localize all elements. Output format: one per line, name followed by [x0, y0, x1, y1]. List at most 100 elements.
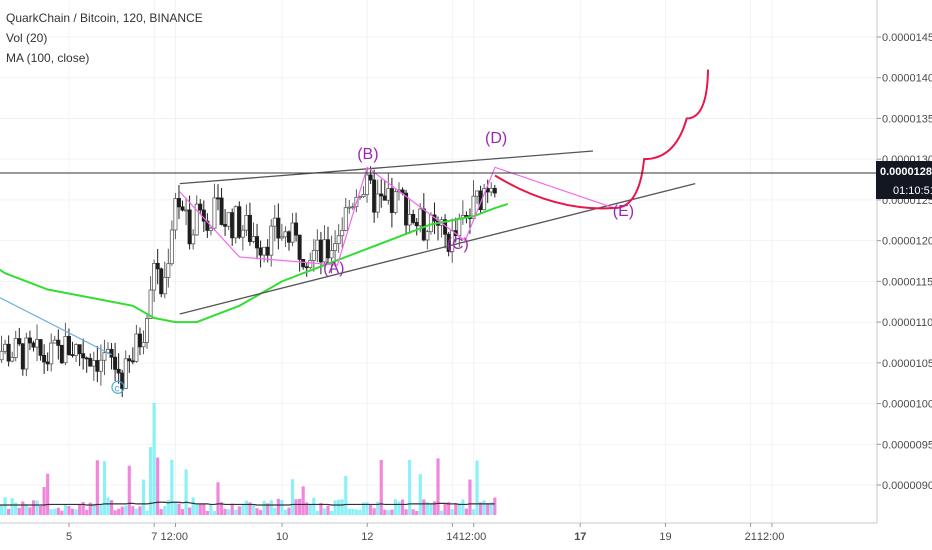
- candle-body: [318, 239, 323, 263]
- candle-body: [159, 268, 164, 295]
- volume-bar: [312, 497, 316, 515]
- candle-body: [166, 263, 171, 278]
- volume-bar: [131, 506, 135, 515]
- volume-bars: [0, 403, 497, 515]
- time-axis[interactable]: 5 7 12:00 10 12 14 12:00 17 19 21 12:00: [66, 523, 784, 543]
- candle-body: [27, 337, 32, 344]
- volume-bar: [376, 501, 380, 515]
- volume-bar: [308, 504, 312, 515]
- last-price-box: [876, 161, 932, 181]
- candle-body: [340, 230, 345, 237]
- countdown-value: 01:10:51: [893, 185, 932, 197]
- volume-bar: [276, 498, 280, 515]
- candle-body: [6, 343, 11, 362]
- volume-bar: [493, 497, 497, 515]
- volume-bar: [383, 509, 387, 515]
- volume-bar: [173, 503, 178, 515]
- volume-bar: [422, 499, 426, 515]
- candle-body: [191, 234, 196, 245]
- volume-bar: [17, 507, 21, 515]
- x-tick-label: 14: [446, 531, 458, 543]
- price-axis[interactable]: 0.000014500.000014000.000013500.00001300…: [877, 32, 932, 492]
- candle-body: [361, 194, 366, 198]
- candle-body: [10, 356, 15, 362]
- candle-body: [208, 227, 213, 231]
- volume-bar: [202, 504, 206, 515]
- candle-body: [265, 246, 270, 256]
- candle-body: [0, 350, 4, 361]
- candle-body: [464, 215, 469, 217]
- candle-body: [404, 192, 409, 226]
- candle-body: [176, 198, 181, 208]
- volume-bar: [287, 507, 291, 515]
- candle-body: [272, 217, 277, 227]
- volume-bar: [117, 508, 121, 515]
- candle-body: [219, 197, 224, 225]
- candle-body: [379, 193, 384, 197]
- x-tick-label: 12:00: [161, 531, 189, 543]
- ma-indicator-label[interactable]: MA (100, close): [6, 51, 90, 65]
- candle-body: [70, 354, 75, 357]
- candle-body: [42, 354, 47, 363]
- volume-bar: [319, 502, 323, 515]
- volume-bar: [28, 507, 32, 515]
- volume-bar: [386, 510, 390, 515]
- volume-bar: [88, 502, 92, 515]
- candle-body: [244, 214, 249, 231]
- volume-bar: [156, 457, 160, 515]
- volume-bar: [184, 469, 188, 515]
- candle-body: [98, 359, 103, 372]
- candle-body: [63, 336, 68, 364]
- volume-indicator-label[interactable]: Vol (20): [6, 31, 48, 45]
- volume-bar: [163, 506, 167, 515]
- volume-bar: [358, 509, 362, 515]
- ma-line: [0, 203, 509, 324]
- volume-bar: [429, 503, 433, 515]
- candle-body: [226, 212, 231, 227]
- candle-body: [276, 217, 281, 239]
- volume-bar: [464, 508, 469, 515]
- candle-body: [258, 247, 263, 256]
- circle-c-label: c: [114, 383, 119, 394]
- candle-body: [269, 225, 274, 256]
- volume-bar: [198, 503, 202, 515]
- volume-bar: [81, 502, 85, 515]
- candle-body: [198, 203, 203, 211]
- last-price-value: 0.00001283: [880, 166, 932, 178]
- volume-bar: [67, 506, 71, 515]
- candle-body: [45, 361, 50, 365]
- volume-bar: [482, 500, 486, 515]
- candle-body: [52, 339, 57, 344]
- volume-bar: [74, 509, 78, 515]
- x-tick-label: 19: [659, 531, 671, 543]
- volume-bar: [266, 503, 270, 515]
- symbol-title[interactable]: QuarkChain / Bitcoin, 120, BINANCE: [6, 11, 203, 25]
- blue-trend-line: [0, 297, 112, 356]
- candle-body: [141, 342, 146, 348]
- volume-bar: [31, 500, 36, 515]
- volume-bar: [415, 510, 419, 515]
- candle-body: [184, 209, 189, 212]
- volume-bar: [418, 474, 422, 515]
- candle-body: [425, 231, 430, 241]
- volume-bar: [425, 502, 429, 515]
- volume-bar: [127, 465, 131, 515]
- volume-bar: [177, 503, 181, 515]
- x-tick-label: 17: [574, 531, 586, 543]
- volume-bar: [397, 501, 401, 515]
- volume-bar: [134, 508, 138, 515]
- candle-body: [372, 179, 377, 213]
- candle-body: [357, 196, 362, 199]
- volume-bar: [273, 507, 277, 515]
- candle-body: [382, 195, 387, 201]
- volume-bar: [38, 505, 43, 515]
- volume-bar: [85, 509, 89, 515]
- candle-body: [187, 209, 192, 245]
- volume-bar: [262, 500, 266, 515]
- x-tick-label: 12:00: [459, 531, 487, 543]
- candle-body: [77, 344, 82, 355]
- candle-body: [251, 236, 256, 242]
